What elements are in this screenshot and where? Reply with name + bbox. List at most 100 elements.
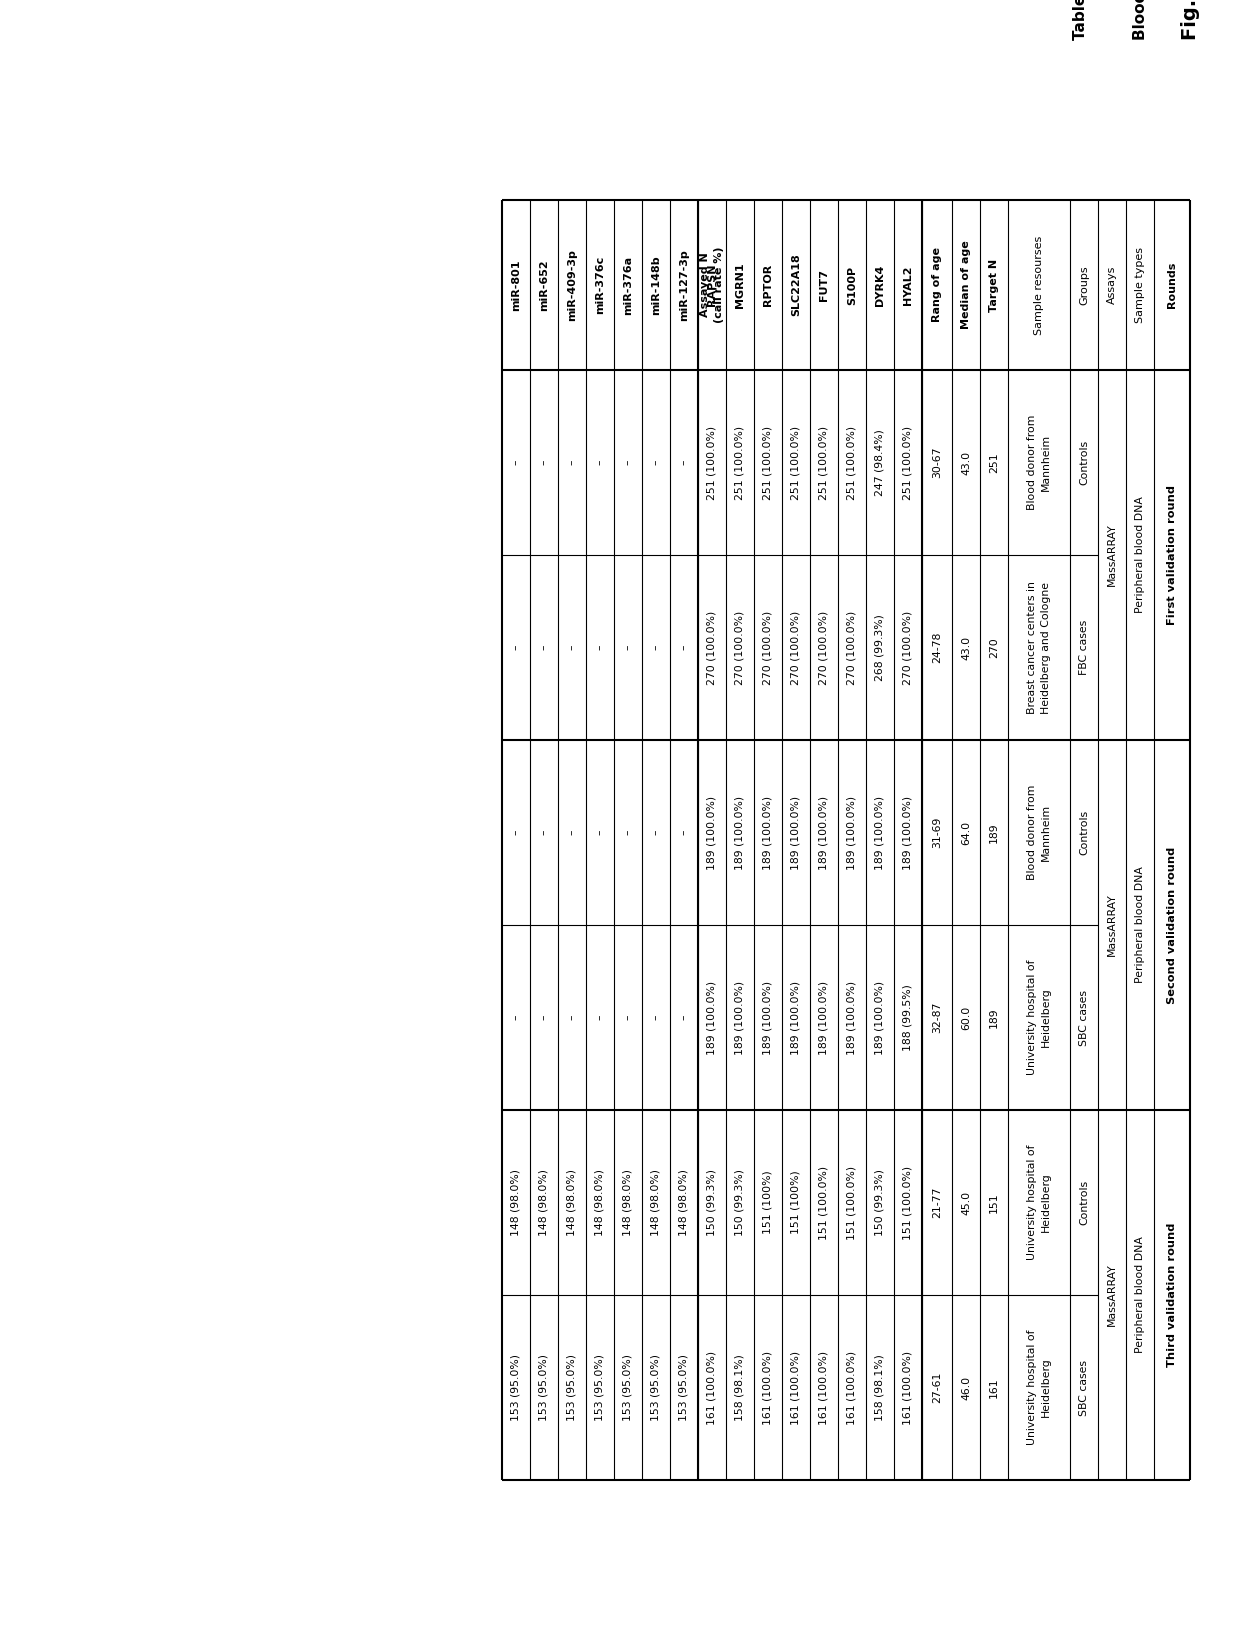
Text: 161 (100.0%): 161 (100.0%) (707, 1351, 717, 1424)
Text: 153 (95.0%): 153 (95.0%) (595, 1354, 605, 1421)
Text: Fig. 1: Fig. 1 (1180, 0, 1199, 39)
Text: MassARRAY: MassARRAY (1107, 523, 1117, 587)
Text: RPTOR: RPTOR (763, 264, 773, 306)
Text: Second validation round: Second validation round (1167, 846, 1177, 1003)
Text: 153 (95.0%): 153 (95.0%) (567, 1354, 577, 1421)
Text: 148 (98.0%): 148 (98.0%) (680, 1169, 689, 1236)
Text: 270 (100.0%): 270 (100.0%) (707, 610, 717, 685)
Text: miR-801: miR-801 (511, 259, 521, 311)
Text: 270 (100.0%): 270 (100.0%) (735, 610, 745, 685)
Text: Blood donor from
Mannheim: Blood donor from Mannheim (1028, 785, 1050, 880)
Text: Sample resourses: Sample resourses (1034, 236, 1044, 334)
Text: 251 (100.0%): 251 (100.0%) (847, 426, 857, 500)
Text: –: – (539, 644, 549, 651)
Text: Assays: Assays (1107, 266, 1117, 305)
Text: 43.0: 43.0 (961, 636, 971, 659)
Text: First validation round: First validation round (1167, 485, 1177, 624)
Text: 189: 189 (990, 1008, 999, 1028)
Text: 46.0: 46.0 (961, 1375, 971, 1400)
Text: 189 (100.0%): 189 (100.0%) (763, 980, 773, 1054)
Text: 32-87: 32-87 (932, 1001, 942, 1033)
Text: 148 (98.0%): 148 (98.0%) (539, 1169, 549, 1236)
Text: –: – (511, 829, 521, 836)
Text: Rang of age: Rang of age (932, 247, 942, 323)
Text: –: – (511, 461, 521, 465)
Text: 148 (98.0%): 148 (98.0%) (651, 1169, 661, 1236)
Text: 151 (100.0%): 151 (100.0%) (903, 1165, 913, 1239)
Text: 189 (100.0%): 189 (100.0%) (707, 980, 717, 1054)
Text: miR-148b: miR-148b (651, 256, 661, 315)
Text: –: – (511, 644, 521, 651)
Text: –: – (680, 644, 689, 651)
Text: Controls: Controls (1079, 810, 1089, 856)
Text: 251 (100.0%): 251 (100.0%) (791, 426, 801, 500)
Text: 24-78: 24-78 (932, 631, 942, 664)
Text: Target N: Target N (990, 259, 999, 311)
Text: 251: 251 (990, 452, 999, 472)
Text: SBC cases: SBC cases (1079, 1359, 1089, 1416)
Text: SBC cases: SBC cases (1079, 990, 1089, 1046)
Text: –: – (651, 1015, 661, 1019)
Text: 27-61: 27-61 (932, 1372, 942, 1403)
Text: –: – (595, 461, 605, 465)
Text: 189 (100.0%): 189 (100.0%) (735, 795, 745, 870)
Text: 251 (100.0%): 251 (100.0%) (818, 426, 830, 500)
Text: 189 (100.0%): 189 (100.0%) (735, 980, 745, 1054)
Text: FBC cases: FBC cases (1079, 620, 1089, 675)
Text: 153 (95.0%): 153 (95.0%) (539, 1354, 549, 1421)
Text: University hospital of
Heidelberg: University hospital of Heidelberg (1028, 1144, 1050, 1260)
Text: –: – (539, 1015, 549, 1019)
Text: 189 (100.0%): 189 (100.0%) (875, 980, 885, 1054)
Text: 189 (100.0%): 189 (100.0%) (847, 795, 857, 870)
Text: RAPSN: RAPSN (707, 264, 717, 306)
Text: –: – (595, 644, 605, 651)
Text: 161 (100.0%): 161 (100.0%) (791, 1351, 801, 1424)
Text: 21-77: 21-77 (932, 1187, 942, 1218)
Text: Groups: Groups (1079, 266, 1089, 305)
Text: 189 (100.0%): 189 (100.0%) (875, 795, 885, 870)
Text: 158 (98.1%): 158 (98.1%) (735, 1354, 745, 1421)
Text: 251 (100.0%): 251 (100.0%) (763, 426, 773, 500)
Text: Peripheral blood DNA: Peripheral blood DNA (1135, 1236, 1145, 1354)
Text: 251 (100.0%): 251 (100.0%) (903, 426, 913, 500)
Text: 189 (100.0%): 189 (100.0%) (818, 980, 830, 1054)
Text: 150 (99.3%): 150 (99.3%) (735, 1169, 745, 1236)
Text: –: – (651, 829, 661, 836)
Text: miR-376a: miR-376a (622, 256, 632, 315)
Text: 161: 161 (990, 1377, 999, 1398)
Text: 247 (98.4%): 247 (98.4%) (875, 429, 885, 497)
Text: SLC22A18: SLC22A18 (791, 254, 801, 316)
Text: 270 (100.0%): 270 (100.0%) (791, 610, 801, 685)
Text: 161 (100.0%): 161 (100.0%) (847, 1351, 857, 1424)
Text: 64.0: 64.0 (961, 821, 971, 844)
Text: 268 (99.3%): 268 (99.3%) (875, 615, 885, 680)
Text: FUT7: FUT7 (818, 269, 830, 302)
Text: –: – (622, 461, 632, 465)
Text: 148 (98.0%): 148 (98.0%) (595, 1169, 605, 1236)
Text: miR-127-3p: miR-127-3p (680, 249, 689, 321)
Text: Third validation round: Third validation round (1167, 1223, 1177, 1367)
Text: 270 (100.0%): 270 (100.0%) (763, 610, 773, 685)
Text: –: – (622, 1015, 632, 1019)
Text: miR-409-3p: miR-409-3p (567, 249, 577, 321)
Text: 151 (100%): 151 (100%) (763, 1170, 773, 1234)
Text: 153 (95.0%): 153 (95.0%) (511, 1354, 521, 1421)
Text: 270 (100.0%): 270 (100.0%) (847, 610, 857, 685)
Text: 153 (95.0%): 153 (95.0%) (680, 1354, 689, 1421)
Text: –: – (622, 829, 632, 836)
Text: –: – (511, 1015, 521, 1019)
Text: Blood donor from
Mannheim: Blood donor from Mannheim (1028, 415, 1050, 510)
Text: 151 (100.0%): 151 (100.0%) (818, 1165, 830, 1239)
Text: –: – (680, 461, 689, 465)
Text: 161 (100.0%): 161 (100.0%) (763, 1351, 773, 1424)
Text: 148 (98.0%): 148 (98.0%) (622, 1169, 632, 1236)
Text: 189: 189 (990, 823, 999, 842)
Text: miR-652: miR-652 (539, 259, 549, 311)
Text: 251 (100.0%): 251 (100.0%) (707, 426, 717, 500)
Text: University hospital of
Heidelberg: University hospital of Heidelberg (1028, 960, 1050, 1075)
Text: 189 (100.0%): 189 (100.0%) (763, 795, 773, 870)
Text: DYRK4: DYRK4 (875, 264, 885, 306)
Text: –: – (567, 1015, 577, 1019)
Text: 251 (100.0%): 251 (100.0%) (735, 426, 745, 500)
Text: Sample types: Sample types (1135, 247, 1145, 323)
